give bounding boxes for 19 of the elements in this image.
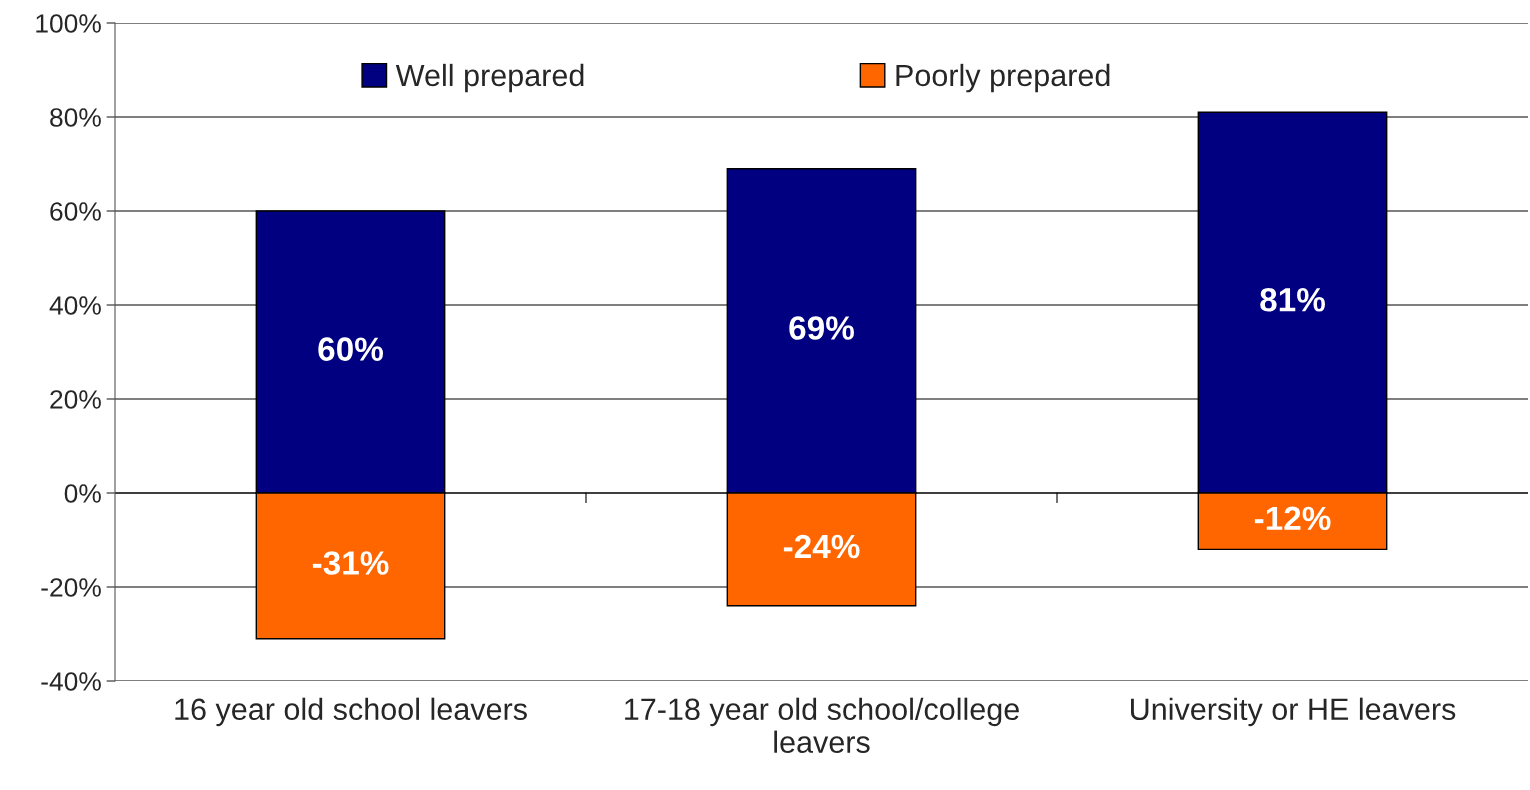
legend-label: Poorly prepared [896, 63, 1110, 93]
y-tick-label: 0% [64, 484, 101, 503]
y-tick-label: -20% [41, 578, 101, 597]
y-tick-label: -40% [41, 672, 101, 691]
y-tick-label: 20% [50, 390, 101, 409]
data-label: -24% [783, 534, 860, 559]
data-label: 60% [318, 337, 383, 361]
data-label: 81% [1260, 287, 1325, 312]
x-tick-label: University or HE leavers [1131, 697, 1456, 727]
x-tick-label: 17-18 year old school/college leavers [625, 697, 1019, 754]
legend-label: Well prepared [395, 63, 584, 93]
x-tick-label: 16 year old school leavers [175, 697, 527, 727]
data-label: -31% [312, 551, 389, 575]
data-label: 69% [789, 316, 854, 340]
y-tick-label: 60% [50, 202, 101, 221]
y-tick-label: 100% [36, 14, 101, 33]
y-tick-label: 80% [50, 108, 101, 127]
y-tick-label: 40% [49, 296, 101, 315]
data-label: -12% [1254, 506, 1331, 531]
